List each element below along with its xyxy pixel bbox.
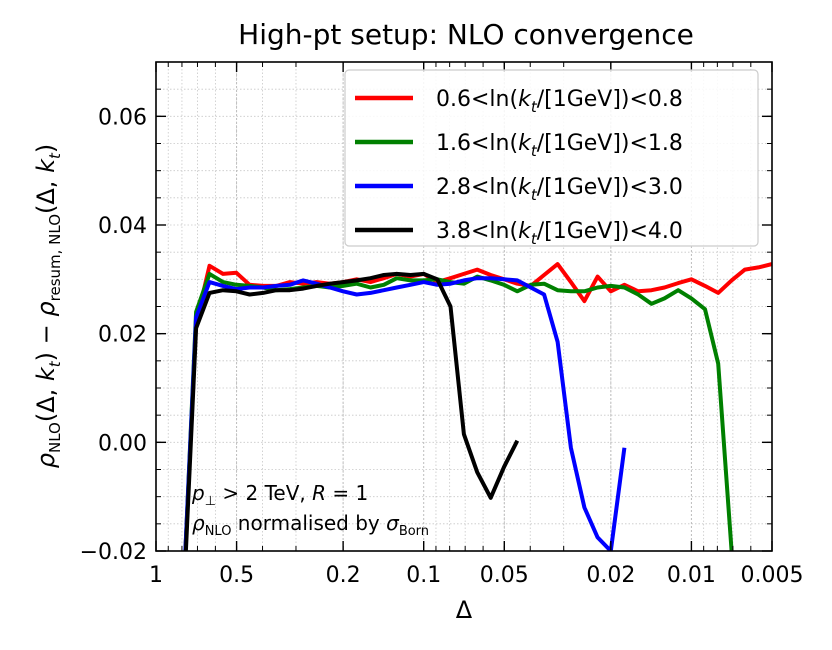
- legend-box: [344, 69, 759, 247]
- ylabel-k1: k: [32, 366, 60, 381]
- x-tick-label: 0.2: [326, 563, 361, 588]
- ylabel-args1-close: ) −: [32, 317, 60, 362]
- ann-r: R: [312, 481, 326, 505]
- ylabel-args2-close: ): [32, 144, 60, 153]
- series-line-1: [183, 262, 772, 551]
- ylabel-t2: t: [46, 152, 64, 159]
- x-tick-label: 0.005: [741, 563, 804, 588]
- series-layer: [183, 262, 772, 551]
- y-tick-label: −0.02: [80, 540, 147, 565]
- ylabel-rho1: ρ: [32, 453, 60, 468]
- ylabel-args2-open: (Δ,: [32, 173, 60, 214]
- series-line-4: [183, 271, 520, 551]
- y-tick-label: 0.02: [98, 323, 147, 348]
- y-tick-label: 0.06: [98, 105, 147, 130]
- annotations: p⊥ > 2 TeV, R = 1 ρNLO normalised by σBo…: [191, 481, 429, 539]
- svg-text:ρNLO(Δ, kt) − ρresum, NLO(Δ, k: ρNLO(Δ, kt) − ρresum, NLO(Δ, kt): [32, 144, 64, 469]
- x-tick-label: 0.05: [480, 563, 529, 588]
- chart-title: High-pt setup: NLO convergence: [238, 18, 694, 51]
- legend-label-3: 2.8<ln(kt/[1GeV])<3.0: [436, 175, 683, 204]
- ylabel-rho2: ρ: [32, 301, 60, 316]
- ann-norm-mid: normalised by: [231, 511, 386, 535]
- ann-p: p: [191, 481, 205, 505]
- x-axis-label: Δ: [456, 596, 473, 624]
- ann-r-rest: = 1: [326, 481, 368, 505]
- x-tick-label: 0.5: [219, 563, 254, 588]
- series-line-2: [183, 271, 734, 551]
- y-axis-label: ρNLO(Δ, kt) − ρresum, NLO(Δ, kt): [32, 144, 64, 469]
- ann-perp: ⊥: [205, 494, 216, 509]
- y-tick-label: 0.00: [98, 431, 147, 456]
- x-tick-label: 0.01: [667, 563, 716, 588]
- ann-sigma-sub: Born: [399, 524, 429, 539]
- legend-label-4: 3.8<ln(kt/[1GeV])<4.0: [436, 219, 683, 248]
- annotation-pt-cut: p⊥ > 2 TeV, R = 1: [191, 481, 368, 509]
- ann-sigma: σ: [386, 511, 400, 535]
- ann-rho-sub: NLO: [205, 524, 232, 539]
- annotation-normalisation: ρNLO normalised by σBorn: [192, 511, 429, 539]
- ticks: 1 0.5 0.2 0.1 0.05 0.02 0.01 0.005 −0.02 0.00 0.02…: [80, 61, 804, 588]
- ylabel-args1-open: (Δ,: [32, 381, 60, 422]
- legend-label-2: 1.6<ln(kt/[1GeV])<1.8: [436, 131, 683, 160]
- ylabel-sub-nlo: NLO: [46, 422, 64, 453]
- x-tick-label: 1: [149, 563, 163, 588]
- ann-pt-rest: > 2 TeV,: [216, 481, 312, 505]
- ylabel-t1: t: [46, 360, 64, 367]
- ann-rho: ρ: [192, 511, 205, 535]
- ylabel-sub-resum: resum, NLO: [46, 214, 64, 301]
- x-tick-label: 0.02: [586, 563, 635, 588]
- ylabel-k2: k: [32, 158, 60, 173]
- y-tick-label: 0.04: [98, 214, 147, 239]
- series-line-3: [183, 276, 627, 551]
- legend: 0.6<ln(kt/[1GeV])<0.8 1.6<ln(kt/[1GeV])<1…: [344, 69, 759, 248]
- x-tick-label: 0.1: [406, 563, 441, 588]
- legend-label-1: 0.6<ln(kt/[1GeV])<0.8: [436, 87, 683, 116]
